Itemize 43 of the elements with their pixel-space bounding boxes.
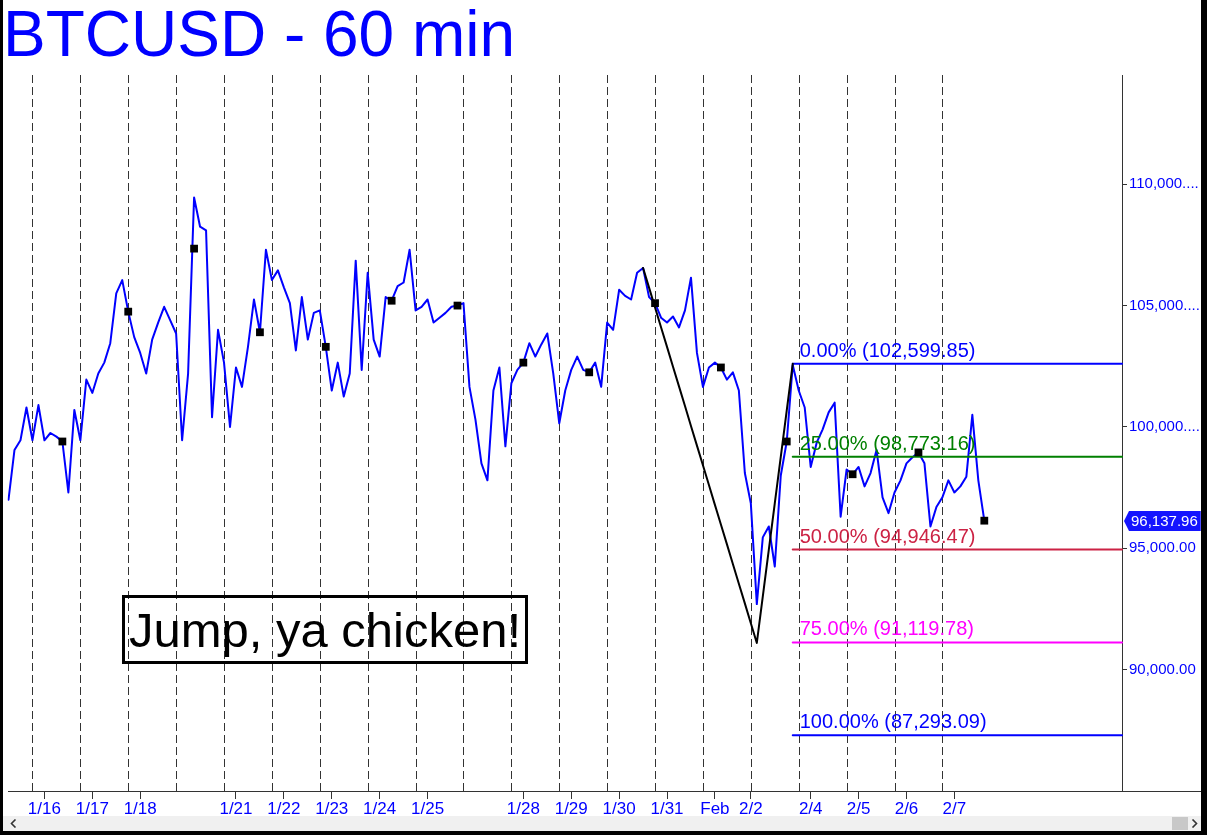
- point: [980, 516, 989, 525]
- point: [58, 437, 67, 446]
- x-tick-label: Feb: [700, 798, 730, 818]
- point: [190, 244, 198, 253]
- point: [848, 470, 857, 479]
- point: [321, 342, 330, 351]
- x-tick-label: 1/21: [219, 798, 253, 818]
- point: [124, 307, 133, 316]
- point: [651, 299, 659, 308]
- chart-title: BTCUSD - 60 min: [3, 0, 516, 70]
- x-tick-label: 1/23: [315, 798, 349, 818]
- x-tick-label: 1/25: [411, 798, 445, 818]
- x-tick-label: 1/16: [27, 798, 61, 818]
- series-label: 50.00% (94,946.47): [799, 524, 976, 547]
- point: [717, 363, 725, 372]
- x-tick-label: 2/7: [942, 798, 967, 818]
- x-tick-label: 1/30: [602, 798, 636, 818]
- y-tick-label: 90,000.00: [1129, 659, 1196, 677]
- y-tick-label: 100,000....: [1129, 417, 1200, 435]
- annotation: Jump, ya chicken!: [122, 595, 528, 664]
- y-tick-label: 110,000....: [1129, 174, 1199, 192]
- point: [519, 358, 528, 367]
- x-tick-label: 1/31: [650, 798, 684, 818]
- series-label: 75.00% (91,119.78): [799, 617, 974, 640]
- x-tick-label: 1/17: [75, 798, 109, 818]
- x-tick-label: 2/6: [894, 798, 919, 818]
- x-tick-label: 1/22: [267, 798, 301, 818]
- x-tick-label: 1/24: [363, 798, 397, 818]
- x-tick-label: 1/29: [554, 798, 588, 818]
- x-tick-label: 1/28: [506, 798, 540, 818]
- point: [387, 296, 396, 305]
- x-tick-label: 2/4: [798, 798, 823, 818]
- point: [256, 328, 264, 337]
- text: 96,137.96: [1131, 512, 1198, 530]
- y-tick-label: 95,000.00: [1129, 538, 1196, 556]
- x-tick-label: 2/5: [846, 798, 871, 818]
- series-label: 0.00% (102,599.85): [799, 338, 976, 361]
- series-label: 100.00% (87,293.09): [799, 710, 987, 733]
- y-tick-label: 105,000....: [1129, 295, 1200, 313]
- x-tick-label: 1/18: [123, 798, 157, 818]
- point: [585, 368, 594, 377]
- point: [782, 437, 791, 446]
- x-tick-label: 2/2: [739, 798, 763, 818]
